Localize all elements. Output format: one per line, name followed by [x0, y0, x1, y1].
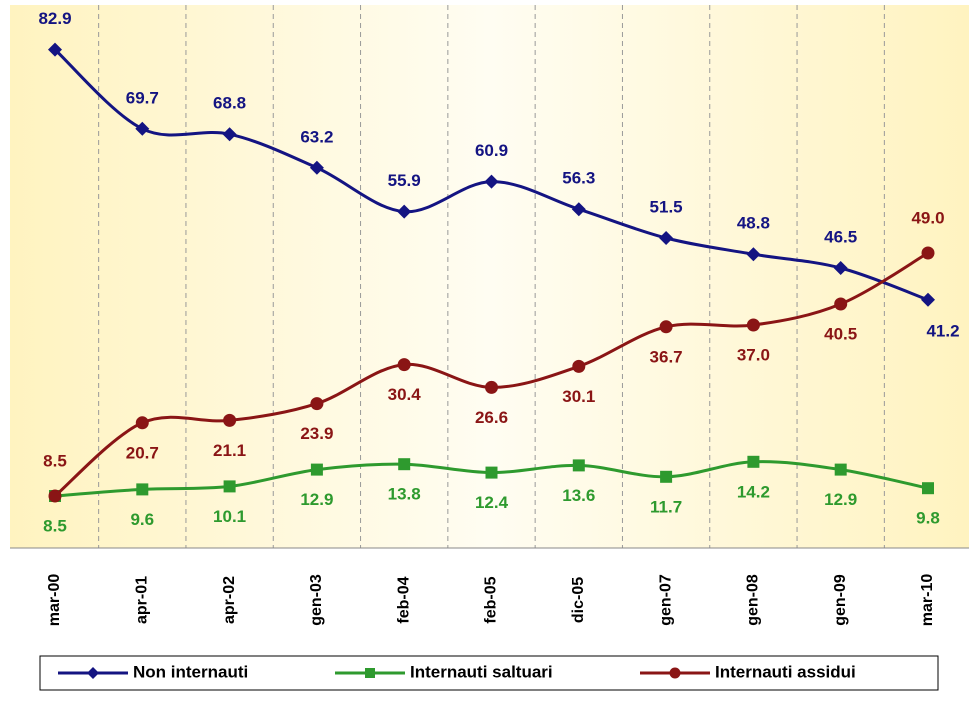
data-point	[659, 320, 673, 334]
x-tick-label: gen-08	[745, 574, 762, 626]
data-point	[310, 397, 324, 411]
data-point	[659, 231, 674, 245]
data-label: 60.9	[475, 141, 508, 160]
data-label: 9.8	[916, 509, 940, 528]
data-label: 46.5	[824, 227, 857, 246]
legend-marker	[365, 668, 375, 678]
x-tick-label: gen-09	[832, 574, 849, 626]
data-label: 12.4	[475, 493, 509, 512]
data-point	[223, 480, 236, 493]
x-tick-label: gen-03	[308, 574, 325, 626]
data-point	[309, 160, 324, 175]
data-point	[48, 42, 62, 57]
data-label: 13.6	[562, 486, 595, 505]
data-label: 48.8	[737, 214, 770, 233]
x-tick-label: mar-10	[919, 574, 936, 627]
data-label: 21.1	[213, 441, 246, 460]
data-label: 11.7	[650, 497, 682, 516]
data-label: 8.5	[43, 451, 67, 470]
x-tick-label: feb-05	[483, 576, 500, 623]
data-label: 30.1	[562, 387, 595, 406]
data-label: 30.4	[388, 385, 422, 404]
data-point	[921, 246, 935, 260]
data-point	[571, 202, 586, 217]
data-label: 49.0	[911, 208, 944, 227]
data-point	[397, 204, 412, 219]
plot-area	[10, 5, 969, 548]
data-label: 36.7	[650, 347, 683, 366]
data-label: 55.9	[388, 171, 421, 190]
data-label: 56.3	[562, 169, 595, 188]
data-point	[223, 413, 237, 427]
legend	[39, 655, 939, 691]
data-point	[135, 416, 149, 430]
data-point	[833, 261, 848, 275]
x-tick-label: apr-02	[221, 576, 238, 624]
data-label: 23.9	[300, 424, 333, 443]
data-point	[398, 458, 411, 471]
data-label: 8.5	[43, 516, 67, 535]
data-label: 63.2	[300, 127, 333, 146]
data-label: 69.7	[126, 88, 159, 107]
data-label: 68.8	[213, 94, 246, 113]
data-point	[48, 489, 62, 503]
data-point	[485, 466, 498, 479]
data-point	[484, 174, 499, 189]
data-label: 26.6	[475, 408, 508, 427]
data-point	[397, 358, 411, 372]
data-point	[660, 470, 673, 483]
data-point	[834, 463, 847, 476]
legend-label: Internauti saltuari	[410, 662, 553, 681]
data-point	[136, 483, 149, 496]
data-label: 41.2	[926, 321, 959, 340]
data-label: 51.5	[650, 197, 683, 216]
data-label: 12.9	[300, 490, 333, 509]
data-label: 12.9	[824, 490, 857, 509]
x-tick-label: gen-07	[657, 574, 674, 626]
data-point	[921, 292, 935, 307]
data-label: 10.1	[213, 507, 246, 526]
data-label: 37.0	[737, 345, 770, 364]
data-point	[747, 455, 760, 468]
data-point	[834, 297, 848, 311]
data-point	[922, 482, 934, 495]
data-label: 14.2	[737, 482, 770, 501]
data-point	[222, 127, 237, 142]
x-tick-label: dic-05	[570, 577, 587, 623]
data-label: 9.6	[130, 510, 154, 529]
data-point	[746, 318, 760, 332]
data-point	[746, 247, 761, 262]
data-label: 82.9	[38, 9, 71, 28]
data-label: 20.7	[126, 443, 159, 462]
data-point	[485, 380, 498, 394]
data-point	[572, 359, 586, 373]
data-label: 40.5	[824, 324, 857, 343]
data-point	[310, 463, 323, 476]
x-tick-label: apr-01	[134, 576, 151, 624]
data-point	[572, 459, 585, 472]
data-point	[135, 121, 150, 136]
x-tick-label: mar-00	[46, 574, 63, 627]
data-label: 13.8	[388, 485, 421, 504]
legend-label: Internauti assidui	[715, 662, 856, 681]
legend-marker	[669, 667, 681, 679]
legend-marker	[87, 667, 99, 679]
x-tick-label: feb-04	[395, 576, 412, 623]
legend-label: Non internauti	[133, 662, 248, 681]
